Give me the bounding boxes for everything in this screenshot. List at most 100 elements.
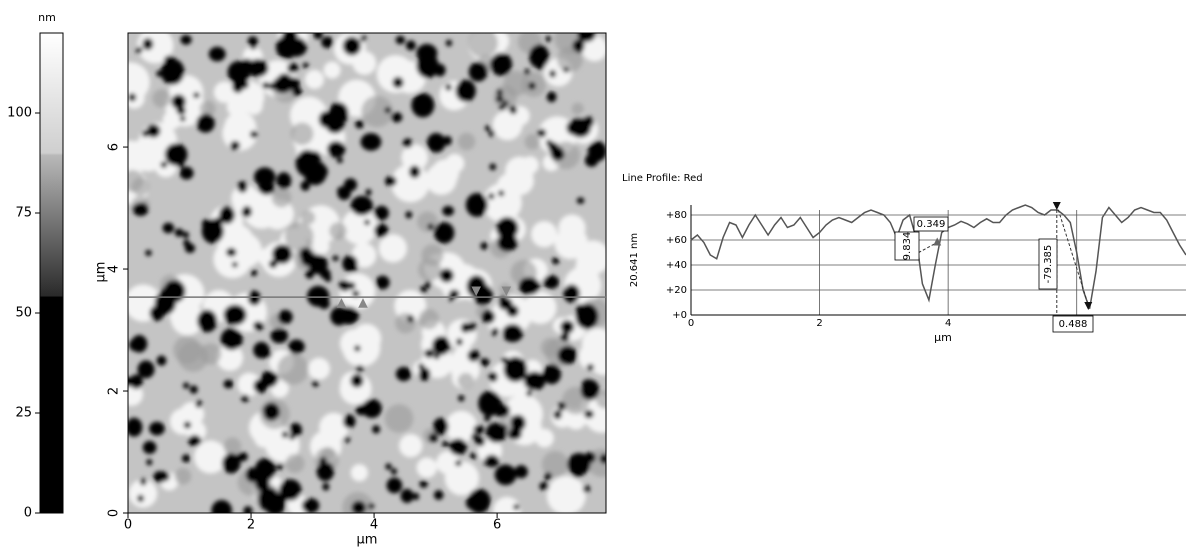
colorbar — [39, 32, 64, 514]
pit — [355, 119, 364, 129]
pit — [416, 43, 438, 63]
pit — [509, 105, 518, 115]
bright-patch — [323, 61, 341, 79]
y-tick-label: 100 — [7, 106, 32, 121]
pit — [539, 481, 550, 491]
pit — [484, 125, 491, 131]
pit — [587, 141, 606, 162]
gray-patch — [596, 390, 606, 409]
pit — [253, 378, 268, 394]
pit — [300, 180, 310, 191]
gray-patch — [177, 341, 209, 372]
pit — [149, 421, 165, 436]
pit — [445, 39, 453, 47]
pit — [569, 117, 592, 138]
pit — [548, 142, 559, 153]
gray-patch — [468, 33, 498, 58]
pit — [137, 360, 155, 379]
bright-patch — [493, 496, 521, 513]
pit — [479, 358, 490, 367]
cursor-marker — [501, 286, 512, 297]
pit — [411, 92, 435, 118]
pit — [502, 323, 524, 343]
colorbar-title: nm — [38, 11, 56, 24]
pit — [557, 402, 566, 411]
pit — [498, 297, 513, 311]
pit — [571, 465, 583, 478]
pit — [502, 100, 509, 106]
pit — [181, 454, 191, 463]
x-tick-label: 2 — [816, 318, 822, 329]
pit — [145, 249, 152, 256]
pit — [468, 62, 488, 82]
bright-patch — [416, 457, 438, 478]
x-axis-title: μm — [357, 533, 378, 548]
pit — [560, 320, 575, 334]
pit — [418, 363, 425, 370]
bright-patch — [194, 440, 228, 474]
pit — [488, 193, 495, 200]
bright-patch — [224, 111, 257, 144]
pit — [560, 332, 570, 342]
pit — [395, 366, 412, 382]
pit — [230, 140, 241, 151]
pit — [350, 195, 373, 216]
pit — [582, 485, 591, 493]
pit — [305, 269, 314, 279]
pit — [439, 268, 454, 283]
pit — [543, 275, 560, 289]
pit — [211, 500, 232, 513]
pit — [258, 180, 275, 195]
image-frame — [127, 32, 607, 514]
pit — [465, 496, 479, 510]
pit — [174, 228, 184, 237]
pit — [342, 414, 356, 429]
pit — [162, 222, 175, 234]
pit — [514, 465, 528, 479]
pit — [392, 76, 404, 89]
gray-patch — [277, 353, 309, 385]
pit — [442, 441, 449, 448]
pit — [231, 261, 238, 268]
pit — [343, 436, 350, 443]
x-tick-label: 6 — [493, 518, 501, 533]
pit — [247, 59, 269, 78]
gray-patch — [199, 100, 216, 117]
pit — [253, 321, 264, 331]
pit — [434, 63, 446, 77]
pit — [223, 379, 234, 389]
bright-patch — [581, 328, 606, 361]
pit — [537, 128, 547, 138]
pit — [528, 82, 536, 90]
annotation-box — [1052, 315, 1094, 333]
pit — [201, 218, 224, 244]
bright-patch — [264, 203, 291, 230]
bright-patch — [341, 208, 378, 245]
pit — [518, 277, 540, 296]
pit — [338, 280, 351, 292]
y-tick-label: 2 — [107, 387, 122, 395]
chart-title: Line Profile: Red — [622, 173, 703, 184]
bright-patch — [179, 401, 205, 427]
gray-patch — [285, 453, 305, 474]
pit — [336, 157, 343, 164]
pit — [419, 480, 428, 488]
pit — [227, 60, 251, 84]
pit — [348, 282, 356, 290]
bright-patch — [554, 228, 586, 260]
bright-patch — [531, 221, 558, 248]
pit — [576, 197, 585, 204]
gray-patch — [329, 222, 347, 240]
pit — [137, 494, 145, 503]
pit — [489, 163, 497, 171]
pit — [342, 255, 358, 273]
pit — [402, 138, 413, 149]
pit — [495, 217, 519, 240]
pit — [284, 77, 300, 91]
pit — [281, 431, 289, 438]
pit — [445, 83, 452, 91]
pit — [218, 205, 235, 224]
pit — [131, 335, 148, 353]
y-tick-label: +0 — [672, 310, 687, 321]
pit — [497, 233, 518, 252]
